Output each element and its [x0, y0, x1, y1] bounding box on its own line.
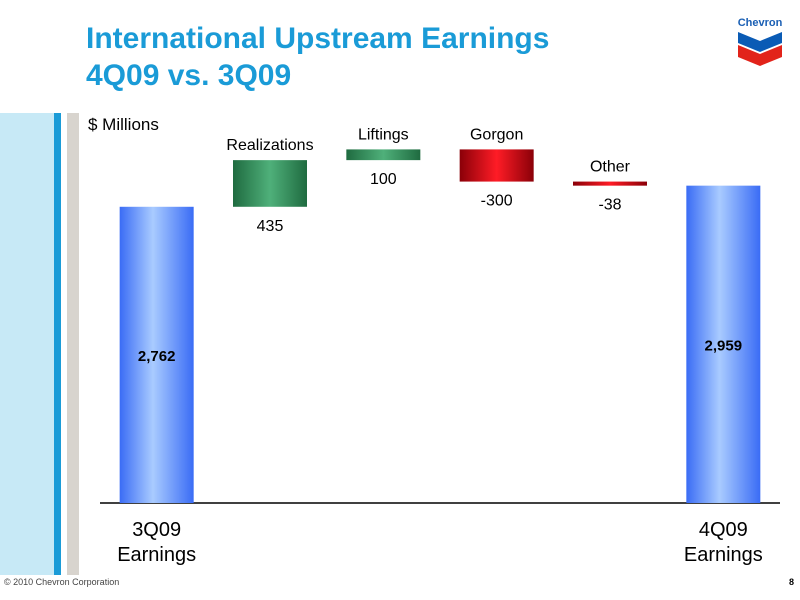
value-label-5: 2,959 — [705, 337, 743, 354]
category-label-3-0: Gorgon — [470, 126, 523, 143]
sidebar-decoration-blue — [54, 113, 61, 575]
category-label-2-0: Liftings — [358, 126, 409, 143]
category-label-5-0: 4Q09 — [699, 519, 748, 541]
value-label-1: 435 — [257, 218, 284, 235]
bar-0 — [119, 206, 194, 503]
category-label-5-1: Earnings — [684, 544, 763, 566]
slide-title: International Upstream Earnings 4Q09 vs.… — [86, 20, 549, 94]
copyright-text: © 2010 Chevron Corporation — [4, 577, 120, 587]
page-number: 8 — [788, 577, 794, 587]
sidebar-decoration-light — [0, 113, 54, 575]
svg-text:Chevron: Chevron — [738, 17, 783, 29]
bar-3 — [459, 149, 534, 182]
sidebar-decoration-gray — [67, 113, 79, 575]
bar-1 — [233, 160, 307, 207]
bar-5 — [686, 185, 761, 504]
chevron-logo-icon: Chevron — [738, 17, 783, 66]
category-label-0-0: 3Q09 — [132, 519, 181, 541]
bar-4 — [573, 181, 647, 186]
category-label-0-1: Earnings — [117, 544, 196, 566]
unit-label: $ Millions — [88, 115, 159, 134]
value-label-3: -300 — [481, 193, 513, 210]
title-line-2: 4Q09 vs. 3Q09 — [86, 59, 292, 92]
value-label-4: -38 — [598, 197, 621, 214]
bar-2 — [346, 149, 421, 161]
title-line-1: International Upstream Earnings — [86, 22, 550, 55]
category-label-4-0: Other — [590, 159, 631, 176]
value-label-0: 2,762 — [138, 348, 176, 365]
category-label-1-0: Realizations — [226, 137, 313, 154]
value-label-2: 100 — [370, 171, 397, 188]
